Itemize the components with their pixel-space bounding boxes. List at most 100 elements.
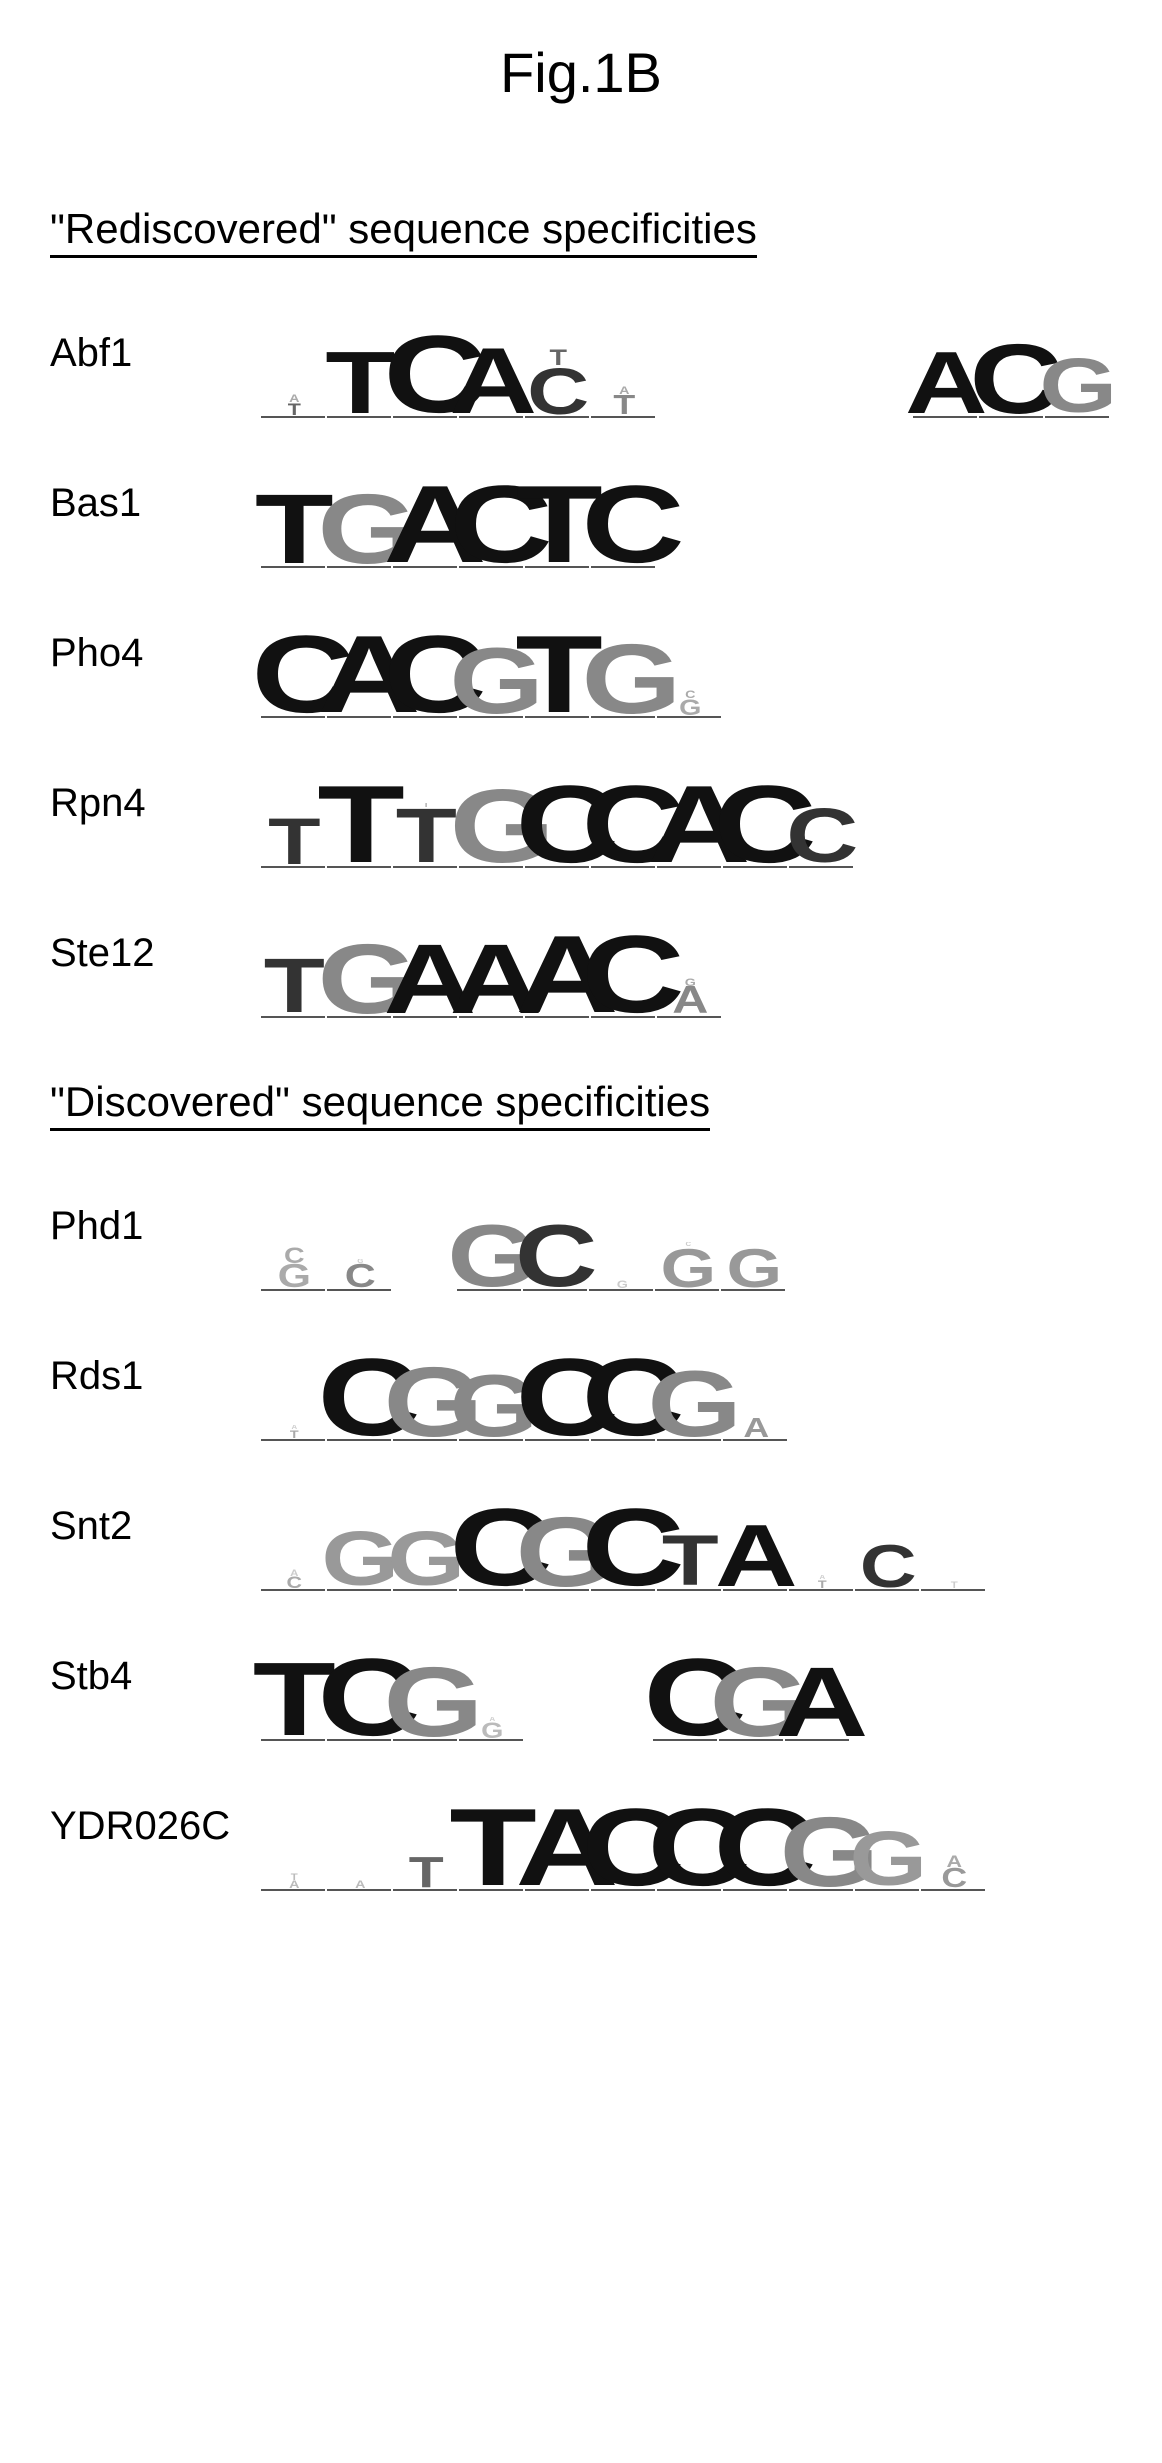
logo-position: G [1045, 358, 1109, 418]
logo-position: G [855, 1831, 919, 1891]
logo-position: G [457, 1223, 521, 1291]
logo-position: T [261, 1661, 325, 1741]
logo-position: T [525, 634, 589, 719]
logo-glyph: C [911, 1868, 994, 1889]
logo-position: T [459, 1807, 523, 1892]
logo-position: C [591, 1507, 655, 1592]
logo-position: AT [261, 1874, 325, 1891]
logo-row: Ste12TGAAACAG [50, 888, 1112, 1018]
logo-position: C [979, 342, 1043, 418]
figure-title: Fig.1B [50, 40, 1112, 105]
logo-position: CT [525, 350, 589, 418]
logo-position: C [591, 1357, 655, 1442]
logo-row: YDR026CATATTACCCGGCA [50, 1761, 1112, 1891]
logo-position: A [785, 1665, 849, 1741]
logo-position: C [723, 784, 787, 869]
logo-glyph: G [317, 1260, 400, 1265]
logo-position: TA [261, 395, 325, 418]
logo-position: GC [261, 1248, 325, 1291]
logo-position: A [723, 1523, 787, 1591]
logo-position: C [525, 1357, 589, 1442]
section-heading: "Discovered" sequence specificities [50, 1078, 710, 1131]
logo-glyph: T [911, 1582, 994, 1589]
logo-position: TA [261, 1426, 325, 1441]
logo-position: T [261, 958, 325, 1018]
logo-position: C [789, 808, 853, 868]
logo-row: Bas1TGACTC [50, 438, 1112, 568]
logo-position: C [261, 634, 325, 719]
logo-position: C [393, 334, 457, 419]
logo-glyph: G [647, 979, 730, 987]
logo-glyph: C [647, 691, 730, 699]
sequence-logo: TACGGCCGA [260, 1357, 1112, 1442]
logo-position: T [261, 492, 325, 568]
logo-position: C [525, 784, 589, 869]
logo-glyph: G [449, 1723, 532, 1740]
logo-position: C [523, 1223, 587, 1291]
logo-position: G [327, 492, 391, 568]
logo-glyph: A [581, 387, 664, 395]
logo-position: G [789, 1815, 853, 1891]
logo-position: G [459, 788, 523, 868]
logo-position: T [327, 784, 391, 869]
logo-glyph: A [449, 1718, 532, 1723]
logo-position: T [393, 1856, 457, 1891]
logo-position: A [525, 934, 589, 1019]
logo-glyph: A [775, 1665, 858, 1739]
logo-position: CA [261, 1570, 325, 1591]
logo-glyph: G [1035, 358, 1118, 416]
logo-position: A [913, 350, 977, 418]
logo-position: A [525, 1807, 589, 1892]
logo-glyph: G [647, 700, 730, 717]
logo-position: TA [789, 1576, 853, 1591]
logo-row: Rds1TACGGCCGA [50, 1311, 1112, 1441]
logo-position: C [657, 1807, 721, 1892]
logo-position: AG [657, 979, 721, 1018]
logo-position: C [393, 634, 457, 719]
sequence-logo: TTTIGCCACC [260, 784, 1112, 869]
tf-label: YDR026C [50, 1804, 260, 1849]
logo-position: G [591, 642, 655, 718]
logo-position: A [459, 942, 523, 1018]
sequence-logo: ATATTACCCGGCA [260, 1807, 1112, 1892]
logo-position: TA [591, 387, 655, 418]
logo-glyph: C [581, 484, 664, 567]
logo-position: G [721, 1248, 785, 1291]
logo-row: Pho4CACGTGGC [50, 588, 1112, 718]
tf-label: Phd1 [50, 1204, 260, 1249]
logo-position: G [719, 1665, 783, 1741]
logo-position: G [657, 1369, 721, 1441]
logo-position: G [393, 1365, 457, 1441]
logo-position: C [459, 484, 523, 569]
logo-position: C [855, 1544, 919, 1591]
logo-glyph: A [713, 1418, 796, 1439]
tf-label: Pho4 [50, 631, 260, 676]
logo-position: C [591, 934, 655, 1019]
logo-position: C [723, 1807, 787, 1892]
logo-position: TI [393, 804, 457, 868]
logo-position: CA [921, 1856, 985, 1891]
logo-position: T [921, 1582, 985, 1591]
figure-body: "Rediscovered" sequence specificitiesAbf… [50, 165, 1112, 1891]
logo-glyph: C [779, 808, 862, 866]
logo-position: T [327, 350, 391, 418]
tf-label: Stb4 [50, 1654, 260, 1699]
logo-position: T [525, 484, 589, 569]
logo-position: A [459, 346, 523, 418]
logo-position: A [327, 1881, 391, 1891]
logo-position: C [327, 1357, 391, 1442]
logo-position: A [657, 784, 721, 869]
sequence-logo: TCGGACGA [260, 1657, 1112, 1742]
tf-label: Rpn4 [50, 781, 260, 826]
sequence-logo: CACGTGGC [260, 634, 1112, 719]
logo-position: G [393, 1531, 457, 1591]
logo-position: G [459, 646, 523, 718]
logo-row: Rpn4TTTIGCCACC [50, 738, 1112, 868]
logo-position: G [327, 942, 391, 1018]
tf-label: Rds1 [50, 1354, 260, 1399]
logo-position: A [723, 1418, 787, 1441]
logo-row: Phd1GCCGGCGGCG [50, 1161, 1112, 1291]
section-heading: "Rediscovered" sequence specificities [50, 205, 757, 258]
tf-label: Snt2 [50, 1504, 260, 1549]
logo-position: T [657, 1535, 721, 1591]
